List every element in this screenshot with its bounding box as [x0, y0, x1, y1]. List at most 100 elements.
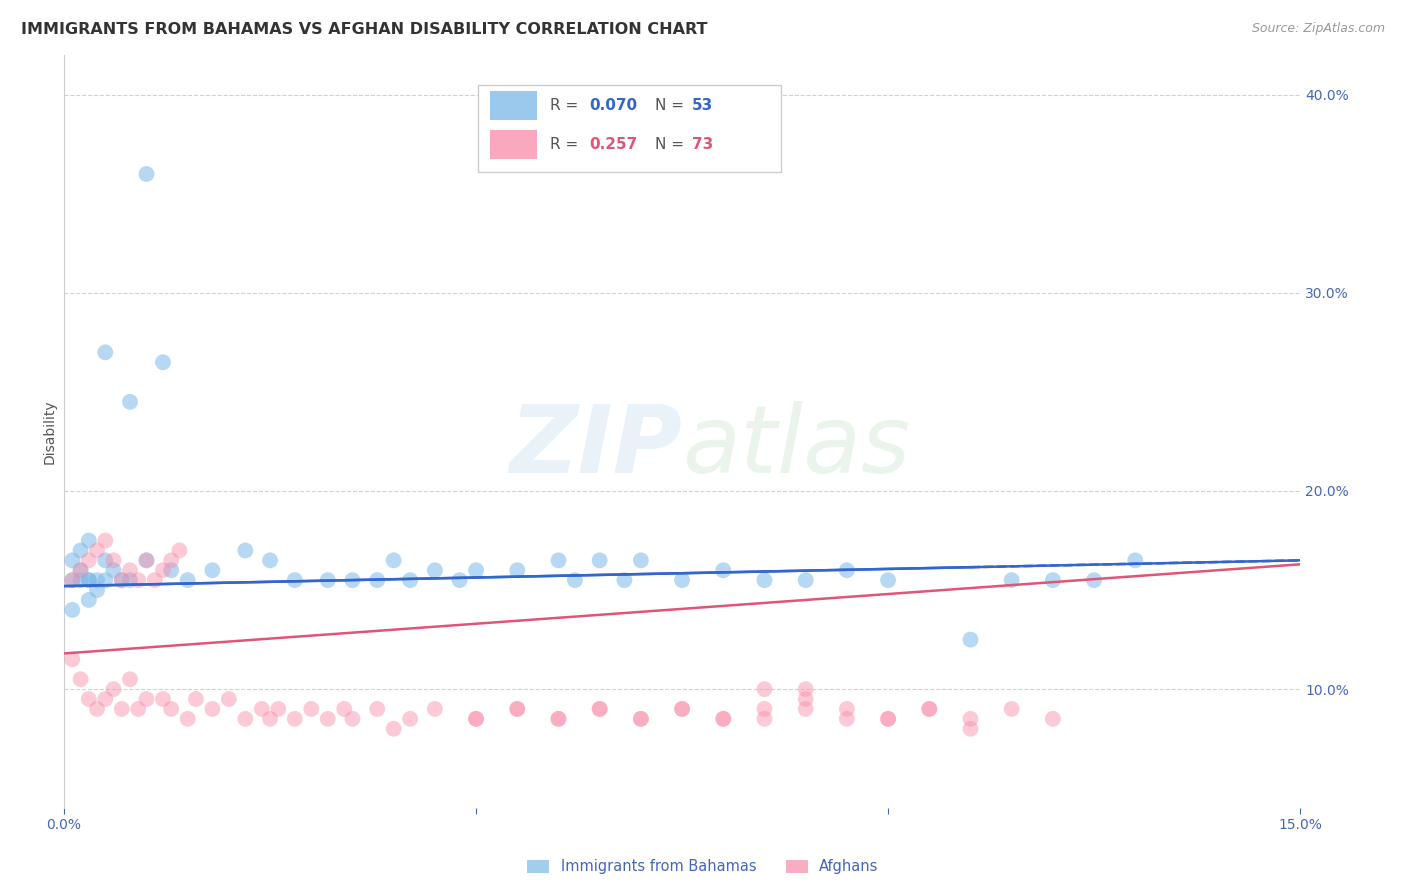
Legend: Immigrants from Bahamas, Afghans: Immigrants from Bahamas, Afghans: [522, 854, 884, 880]
Point: [959, 712, 981, 726]
Point: [94, 573, 117, 587]
Point: [918, 702, 941, 716]
Point: [259, 553, 281, 567]
Point: [333, 702, 356, 716]
Text: Source: ZipAtlas.com: Source: ZipAtlas.com: [1251, 22, 1385, 36]
Point: [201, 563, 224, 577]
Point: [589, 702, 612, 716]
Point: [69, 563, 91, 577]
Text: atlas: atlas: [682, 401, 910, 492]
Point: [111, 702, 134, 716]
Point: [1123, 553, 1146, 567]
Text: N =: N =: [655, 137, 689, 152]
Point: [877, 712, 900, 726]
Point: [794, 702, 817, 716]
Point: [316, 573, 339, 587]
Bar: [491, 91, 537, 120]
Point: [316, 712, 339, 726]
Point: [589, 553, 612, 567]
Point: [342, 573, 364, 587]
Point: [86, 582, 108, 597]
Point: [465, 712, 488, 726]
Point: [794, 692, 817, 706]
Point: [152, 692, 174, 706]
Point: [118, 563, 141, 577]
Point: [94, 692, 117, 706]
Point: [835, 712, 858, 726]
Text: N =: N =: [655, 98, 689, 113]
Point: [1001, 702, 1024, 716]
Point: [77, 593, 100, 607]
Point: [1083, 573, 1105, 587]
Point: [127, 573, 149, 587]
Point: [218, 692, 240, 706]
Point: [160, 553, 183, 567]
Point: [111, 573, 134, 587]
Point: [60, 553, 83, 567]
Point: [1042, 573, 1064, 587]
Text: 0.257: 0.257: [589, 137, 638, 152]
Point: [711, 563, 734, 577]
Point: [77, 553, 100, 567]
Point: [267, 702, 290, 716]
Point: [671, 702, 693, 716]
Point: [135, 692, 157, 706]
Point: [506, 702, 529, 716]
Point: [77, 692, 100, 706]
FancyBboxPatch shape: [478, 86, 780, 172]
Point: [69, 563, 91, 577]
Point: [86, 543, 108, 558]
Point: [366, 573, 388, 587]
Point: [135, 553, 157, 567]
Point: [630, 553, 652, 567]
Point: [86, 573, 108, 587]
Text: ZIP: ZIP: [509, 401, 682, 492]
Point: [754, 712, 776, 726]
Point: [86, 702, 108, 716]
Point: [250, 702, 273, 716]
Point: [613, 573, 636, 587]
Point: [711, 712, 734, 726]
Point: [284, 712, 307, 726]
Text: 53: 53: [692, 98, 713, 113]
Point: [135, 553, 157, 567]
Point: [135, 167, 157, 181]
Point: [366, 702, 388, 716]
Point: [959, 722, 981, 736]
Point: [77, 573, 100, 587]
Point: [547, 553, 569, 567]
Point: [176, 712, 198, 726]
Point: [754, 682, 776, 697]
Bar: [491, 130, 537, 159]
Point: [127, 702, 149, 716]
Point: [754, 702, 776, 716]
Point: [77, 533, 100, 548]
Point: [152, 355, 174, 369]
Point: [506, 702, 529, 716]
Point: [60, 603, 83, 617]
Point: [794, 573, 817, 587]
Point: [589, 702, 612, 716]
Point: [959, 632, 981, 647]
Point: [160, 702, 183, 716]
Point: [160, 563, 183, 577]
Text: 73: 73: [692, 137, 713, 152]
Point: [506, 563, 529, 577]
Point: [77, 573, 100, 587]
Point: [754, 573, 776, 587]
Point: [465, 563, 488, 577]
Point: [794, 682, 817, 697]
Point: [60, 573, 83, 587]
Point: [399, 712, 422, 726]
Point: [169, 543, 191, 558]
Text: IMMIGRANTS FROM BAHAMAS VS AFGHAN DISABILITY CORRELATION CHART: IMMIGRANTS FROM BAHAMAS VS AFGHAN DISABI…: [21, 22, 707, 37]
Point: [176, 573, 198, 587]
Point: [235, 712, 257, 726]
Point: [1042, 712, 1064, 726]
Point: [671, 702, 693, 716]
Point: [118, 394, 141, 409]
Point: [111, 573, 134, 587]
Point: [630, 712, 652, 726]
Point: [835, 563, 858, 577]
Point: [60, 652, 83, 666]
